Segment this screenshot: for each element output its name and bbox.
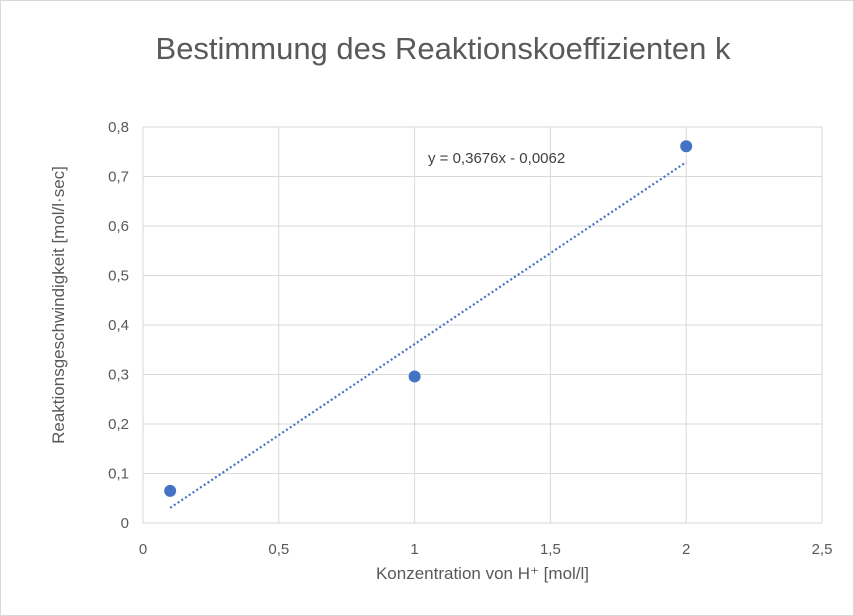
y-tick-labels: 0 0,1 0,2 0,3 0,4 0,5 0,6 0,7 0,8 [108,119,129,532]
x-tick-label: 2 [682,541,690,558]
trendline [169,161,687,509]
y-tick-label: 0,7 [108,169,129,186]
x-tick-labels: 0 0,5 1 1,5 2 2,5 [139,541,833,558]
x-axis-title: Konzentration von H⁺ [mol/l] [376,564,589,583]
data-point [680,140,693,153]
x-tick-label: 2,5 [812,541,833,558]
y-tick-label: 0 [121,515,129,532]
chart-title: Bestimmung des Reaktionskoeffizienten k [155,31,731,66]
x-tick-label: 1 [410,541,418,558]
data-point [408,370,421,383]
trendline-group [169,161,687,509]
y-tick-label: 0,3 [108,367,129,384]
y-tick-label: 0,6 [108,218,129,235]
grid-lines [142,126,823,524]
y-tick-label: 0,2 [108,416,129,433]
y-tick-label: 0,4 [108,317,129,334]
y-tick-label: 0,1 [108,466,129,483]
x-tick-label: 1,5 [540,541,561,558]
y-tick-label: 0,8 [108,119,129,136]
trendline-equation: y = 0,3676x - 0,0062 [428,150,565,167]
data-points [164,140,693,497]
x-tick-label: 0 [139,541,147,558]
y-tick-label: 0,5 [108,268,129,285]
y-axis-title: Reaktionsgeschwindigkeit [mol/l·sec] [49,166,68,444]
data-point [164,484,177,497]
x-tick-label: 0,5 [268,541,289,558]
